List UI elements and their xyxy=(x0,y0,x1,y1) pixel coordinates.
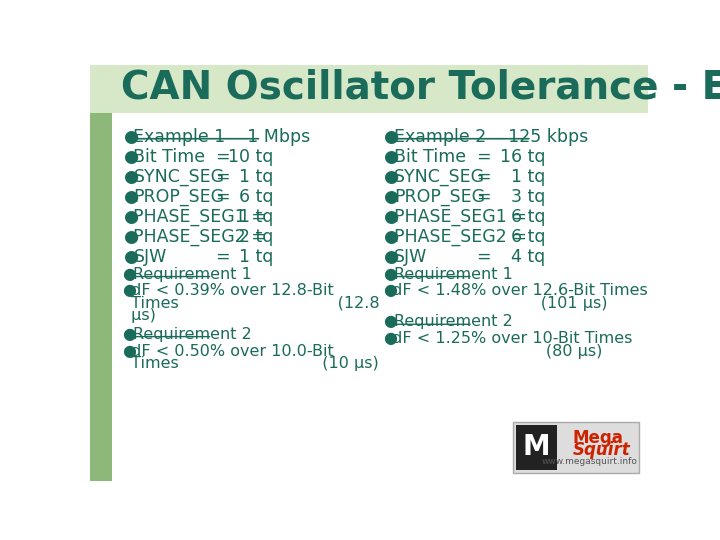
Text: =: = xyxy=(215,148,230,166)
Text: dF < 1.25% over 10-Bit Times: dF < 1.25% over 10-Bit Times xyxy=(387,331,632,346)
Text: ●: ● xyxy=(122,343,137,359)
Text: Squirt: Squirt xyxy=(572,441,631,459)
Text: =: = xyxy=(215,188,230,206)
Text: (101 μs): (101 μs) xyxy=(387,296,608,311)
Text: ●: ● xyxy=(122,168,138,186)
Text: 2 tq: 2 tq xyxy=(239,228,274,246)
Text: Requirement 2: Requirement 2 xyxy=(133,327,252,342)
Text: ●: ● xyxy=(122,284,137,299)
Text: 16 tq: 16 tq xyxy=(500,148,546,166)
Text: ●: ● xyxy=(383,314,397,329)
Text: =: = xyxy=(215,248,230,266)
FancyBboxPatch shape xyxy=(90,65,648,112)
Text: ●: ● xyxy=(122,188,138,206)
Text: SJW: SJW xyxy=(133,248,166,266)
Text: Requirement 1: Requirement 1 xyxy=(394,267,513,281)
Text: Requirement 1: Requirement 1 xyxy=(133,267,252,281)
Text: ●: ● xyxy=(383,208,398,226)
Text: 6 tq: 6 tq xyxy=(511,228,546,246)
Text: ●: ● xyxy=(383,188,398,206)
Text: ●: ● xyxy=(383,168,398,186)
FancyBboxPatch shape xyxy=(516,425,557,470)
Text: ●: ● xyxy=(383,267,397,281)
Text: 1 tq: 1 tq xyxy=(511,168,546,186)
Text: SJW: SJW xyxy=(394,248,427,266)
Text: SYNC_SEG: SYNC_SEG xyxy=(133,168,225,186)
Text: =: = xyxy=(476,188,490,206)
Text: CAN Oscillator Tolerance - Examples: CAN Oscillator Tolerance - Examples xyxy=(121,69,720,107)
Text: (80 μs): (80 μs) xyxy=(387,343,602,359)
FancyBboxPatch shape xyxy=(90,65,112,481)
Text: ●: ● xyxy=(383,331,397,346)
Text: Example 1    1 Mbps: Example 1 1 Mbps xyxy=(133,128,310,146)
Text: 6 tq: 6 tq xyxy=(239,188,274,206)
FancyBboxPatch shape xyxy=(513,422,639,473)
Text: www.megasquirt.info: www.megasquirt.info xyxy=(542,457,638,466)
Text: Example 2    125 kbps: Example 2 125 kbps xyxy=(394,128,588,146)
Text: 10 tq: 10 tq xyxy=(228,148,274,166)
Text: Mega: Mega xyxy=(572,429,623,447)
Text: =: = xyxy=(476,248,490,266)
Text: μs): μs) xyxy=(127,308,156,323)
Text: ●: ● xyxy=(383,148,398,166)
Text: ●: ● xyxy=(383,128,398,146)
Text: ●: ● xyxy=(122,267,137,281)
Text: ●: ● xyxy=(122,208,138,226)
Text: =: = xyxy=(215,168,230,186)
Text: PHASE_SEG1 =: PHASE_SEG1 = xyxy=(394,208,526,226)
Text: Bit Time: Bit Time xyxy=(394,148,466,166)
Text: 1 tq: 1 tq xyxy=(239,248,274,266)
Text: dF < 0.39% over 12.8-Bit: dF < 0.39% over 12.8-Bit xyxy=(127,284,334,299)
Text: PHASE_SEG2 =: PHASE_SEG2 = xyxy=(394,228,526,246)
Text: 6 tq: 6 tq xyxy=(511,208,546,226)
Text: 1 tq: 1 tq xyxy=(239,168,274,186)
Text: M: M xyxy=(523,434,550,462)
Text: SYNC_SEG: SYNC_SEG xyxy=(394,168,485,186)
Text: Times                               (12.8: Times (12.8 xyxy=(127,296,380,311)
Text: 3 tq: 3 tq xyxy=(511,188,546,206)
Text: PHASE_SEG1 =: PHASE_SEG1 = xyxy=(133,208,266,226)
Text: ●: ● xyxy=(122,128,138,146)
Text: Requirement 2: Requirement 2 xyxy=(394,314,513,329)
Text: =: = xyxy=(476,148,490,166)
Text: Bit Time: Bit Time xyxy=(133,148,205,166)
Text: ●: ● xyxy=(383,228,398,246)
Text: ●: ● xyxy=(122,327,137,342)
Text: ●: ● xyxy=(383,284,397,299)
Text: ●: ● xyxy=(122,148,138,166)
Text: PROP_SEG: PROP_SEG xyxy=(394,188,485,206)
Text: dF < 1.48% over 12.6-Bit Times: dF < 1.48% over 12.6-Bit Times xyxy=(387,284,647,299)
Text: 4 tq: 4 tq xyxy=(511,248,546,266)
Text: Times                            (10 μs): Times (10 μs) xyxy=(127,356,379,371)
Text: PHASE_SEG2 =: PHASE_SEG2 = xyxy=(133,228,266,246)
Text: dF < 0.50% over 10.0-Bit: dF < 0.50% over 10.0-Bit xyxy=(127,343,334,359)
Text: ●: ● xyxy=(122,228,138,246)
Text: ●: ● xyxy=(122,248,138,266)
Text: =: = xyxy=(476,168,490,186)
Text: ●: ● xyxy=(383,248,398,266)
Text: 1 tq: 1 tq xyxy=(239,208,274,226)
Text: PROP_SEG: PROP_SEG xyxy=(133,188,225,206)
